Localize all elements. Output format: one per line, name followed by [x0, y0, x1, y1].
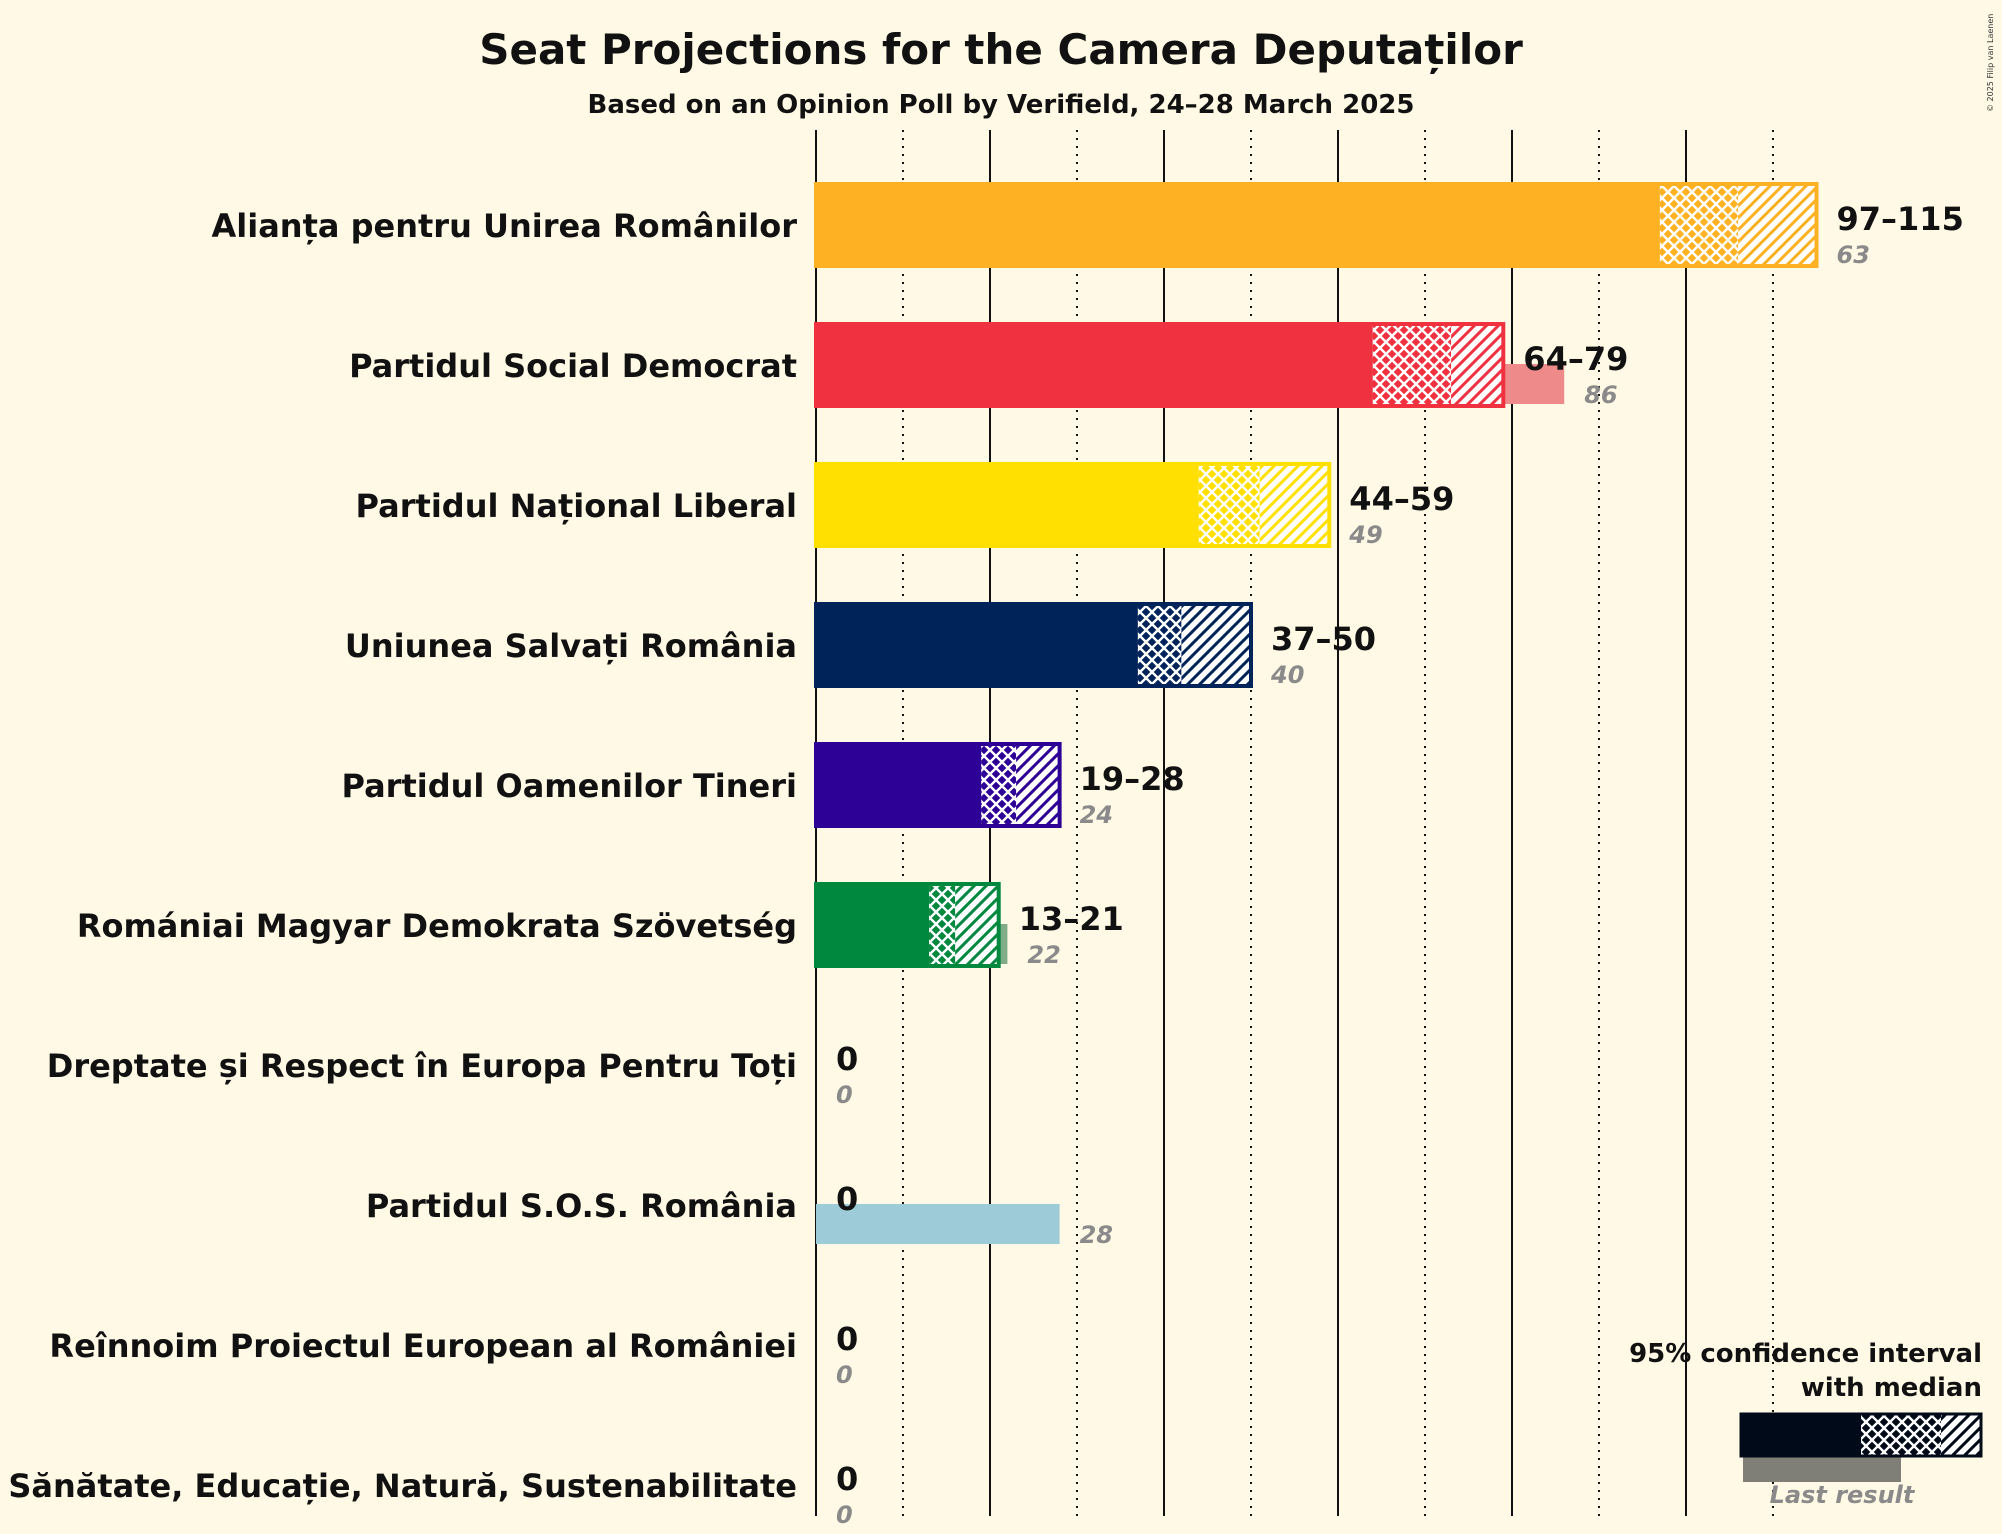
party-label: Sănătate, Educație, Natură, Sustenabilit… [8, 1467, 797, 1505]
party-label: Dreptate și Respect în Europa Pentru Toț… [47, 1047, 797, 1085]
projection-bar-low [816, 324, 1373, 406]
party-label: Reînnoim Proiectul European al României [49, 1327, 797, 1365]
legend-line-1: 95% confidence interval [1629, 1339, 1982, 1369]
chart-title: Seat Projections for the Camera Deputați… [479, 25, 1523, 75]
ci-upper-half [1016, 744, 1060, 826]
projection-bar-outline [814, 602, 1253, 688]
labels-layer: Alianța pentru Unirea Românilor 97–115 63 P… [8, 200, 1963, 1529]
range-label: 0 [836, 1180, 858, 1218]
legend-bar-outline [1739, 1412, 1983, 1458]
projection-bar-outline [814, 322, 1506, 408]
last-result-label: 28 [1080, 1221, 1113, 1249]
range-label: 19–28 [1080, 760, 1185, 798]
projection-bar-low [816, 884, 930, 966]
bars-layer [814, 182, 1819, 1244]
ci-upper-half [1181, 604, 1251, 686]
last-result-label: 24 [1080, 801, 1113, 829]
legend-last-result: Last result [1770, 1481, 1916, 1509]
range-label: 13–21 [1019, 900, 1124, 938]
legend-line-2: with median [1801, 1373, 1982, 1403]
ci-lower-half [929, 884, 956, 966]
ci-upper-half [1451, 324, 1504, 406]
chart-subtitle: Based on an Opinion Poll by Verifield, 2… [588, 90, 1415, 120]
ci-lower-half [1137, 604, 1182, 686]
last-result-label: 0 [836, 1081, 853, 1109]
legend: 95% confidence interval with median Last… [1629, 1339, 1983, 1509]
projection-bar-low [816, 604, 1138, 686]
projection-bar-outline [814, 182, 1819, 268]
range-label: 0 [836, 1040, 858, 1078]
range-label: 97–115 [1837, 200, 1964, 238]
ci-lower-half [1659, 184, 1739, 266]
party-label: Alianța pentru Unirea Românilor [212, 207, 798, 245]
copyright-text: © 2025 Filip van Laenen [1986, 14, 1995, 112]
legend-bar-solid [1741, 1414, 1861, 1456]
projection-bar-outline [814, 462, 1332, 548]
last-result-label: 22 [1027, 941, 1060, 969]
party-label: Uniunea Salvați România [345, 627, 797, 665]
range-label: 37–50 [1271, 620, 1376, 658]
range-label: 0 [836, 1460, 858, 1498]
last-result-label: 0 [836, 1361, 853, 1389]
party-label: Partidul Național Liberal [356, 487, 797, 525]
legend-last-bar [1743, 1456, 1901, 1482]
projection-bar-outline [814, 882, 1001, 968]
last-result-label: 86 [1584, 381, 1617, 409]
ci-lower-half [1372, 324, 1452, 406]
legend-bar-crosshatch [1861, 1414, 1941, 1456]
projection-bar-low [816, 184, 1660, 266]
projection-bar-low [816, 744, 982, 826]
ci-upper-half [955, 884, 999, 966]
last-result-bar [816, 1204, 1060, 1244]
last-result-label: 63 [1837, 241, 1870, 269]
party-label: Partidul Oamenilor Tineri [341, 767, 797, 805]
party-label: Partidul S.O.S. România [366, 1187, 797, 1225]
range-label: 44–59 [1349, 480, 1454, 518]
range-label: 0 [836, 1320, 858, 1358]
party-label: Partidul Social Democrat [349, 347, 797, 385]
ci-upper-half [1259, 464, 1330, 546]
last-result-label: 0 [836, 1501, 853, 1529]
ci-upper-half [1738, 184, 1817, 266]
ci-lower-half [1198, 464, 1260, 546]
ci-lower-half [981, 744, 1017, 826]
projection-bar-outline [814, 742, 1062, 828]
last-result-label: 40 [1270, 661, 1304, 689]
range-label: 64–79 [1523, 340, 1628, 378]
legend-bar-hatch [1941, 1414, 1981, 1456]
last-result-label: 49 [1348, 521, 1382, 549]
party-label: Romániai Magyar Demokrata Szövetség [77, 907, 797, 945]
projection-bar-low [816, 464, 1199, 546]
